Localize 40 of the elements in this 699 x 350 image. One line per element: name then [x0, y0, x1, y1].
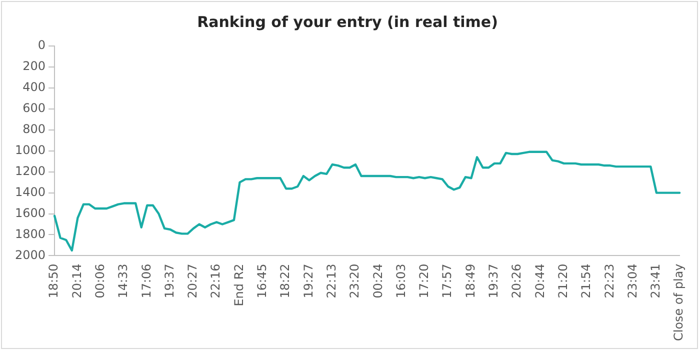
- x-tick-label: 20:27: [186, 264, 200, 298]
- y-tick-label: 1800: [14, 226, 46, 241]
- x-tick-label: Close of play: [672, 264, 686, 342]
- x-tick-label: 18:50: [46, 264, 61, 298]
- x-tick-label: 23:41: [648, 264, 663, 298]
- y-tick-label: 1600: [14, 206, 46, 220]
- y-tick-label: 600: [22, 101, 46, 116]
- x-tick-label: 14:33: [116, 264, 130, 298]
- x-tick-label: 22:16: [208, 264, 223, 298]
- x-tick-label: 23:04: [625, 264, 640, 298]
- x-tick-label: 16:03: [394, 264, 408, 298]
- x-tick-label: 19:27: [301, 264, 316, 298]
- x-tick-label: End R2: [232, 264, 246, 306]
- x-tick-label: 00:06: [92, 264, 107, 298]
- x-tick-label: 20:44: [532, 264, 547, 298]
- x-tick-label: 21:20: [556, 264, 570, 298]
- x-tick-label: 22:23: [602, 264, 616, 298]
- y-tick-label: 400: [22, 80, 46, 94]
- y-tick-label: 200: [22, 59, 46, 74]
- x-tick-label: 22:13: [324, 264, 338, 298]
- y-tick-label: 0: [38, 38, 46, 52]
- x-tick-label: 20:14: [70, 264, 84, 298]
- y-tick-label: 1000: [14, 142, 46, 157]
- x-tick-label: 17:57: [440, 264, 454, 298]
- x-tick-label: 21:54: [579, 264, 594, 298]
- x-tick-label: 23:20: [348, 264, 362, 298]
- x-tick-label: 18:49: [463, 264, 478, 298]
- x-tick-label: 16:45: [255, 264, 270, 298]
- x-tick-label: 17:20: [417, 264, 432, 298]
- x-tick-label: 00:24: [370, 264, 385, 298]
- y-tick-label: 2000: [14, 248, 46, 262]
- chart-title: Ranking of your entry (in real time): [197, 12, 498, 31]
- x-tick-label: 19:37: [162, 264, 176, 298]
- x-tick-label: 17:06: [139, 264, 154, 298]
- y-tick-label: 1400: [14, 184, 46, 199]
- x-tick-label: 20:26: [510, 264, 524, 298]
- x-tick-label: 18:22: [278, 264, 292, 298]
- x-tick-label: 19:37: [486, 264, 501, 298]
- y-tick-label: 1200: [14, 164, 46, 178]
- y-tick-label: 800: [22, 122, 46, 136]
